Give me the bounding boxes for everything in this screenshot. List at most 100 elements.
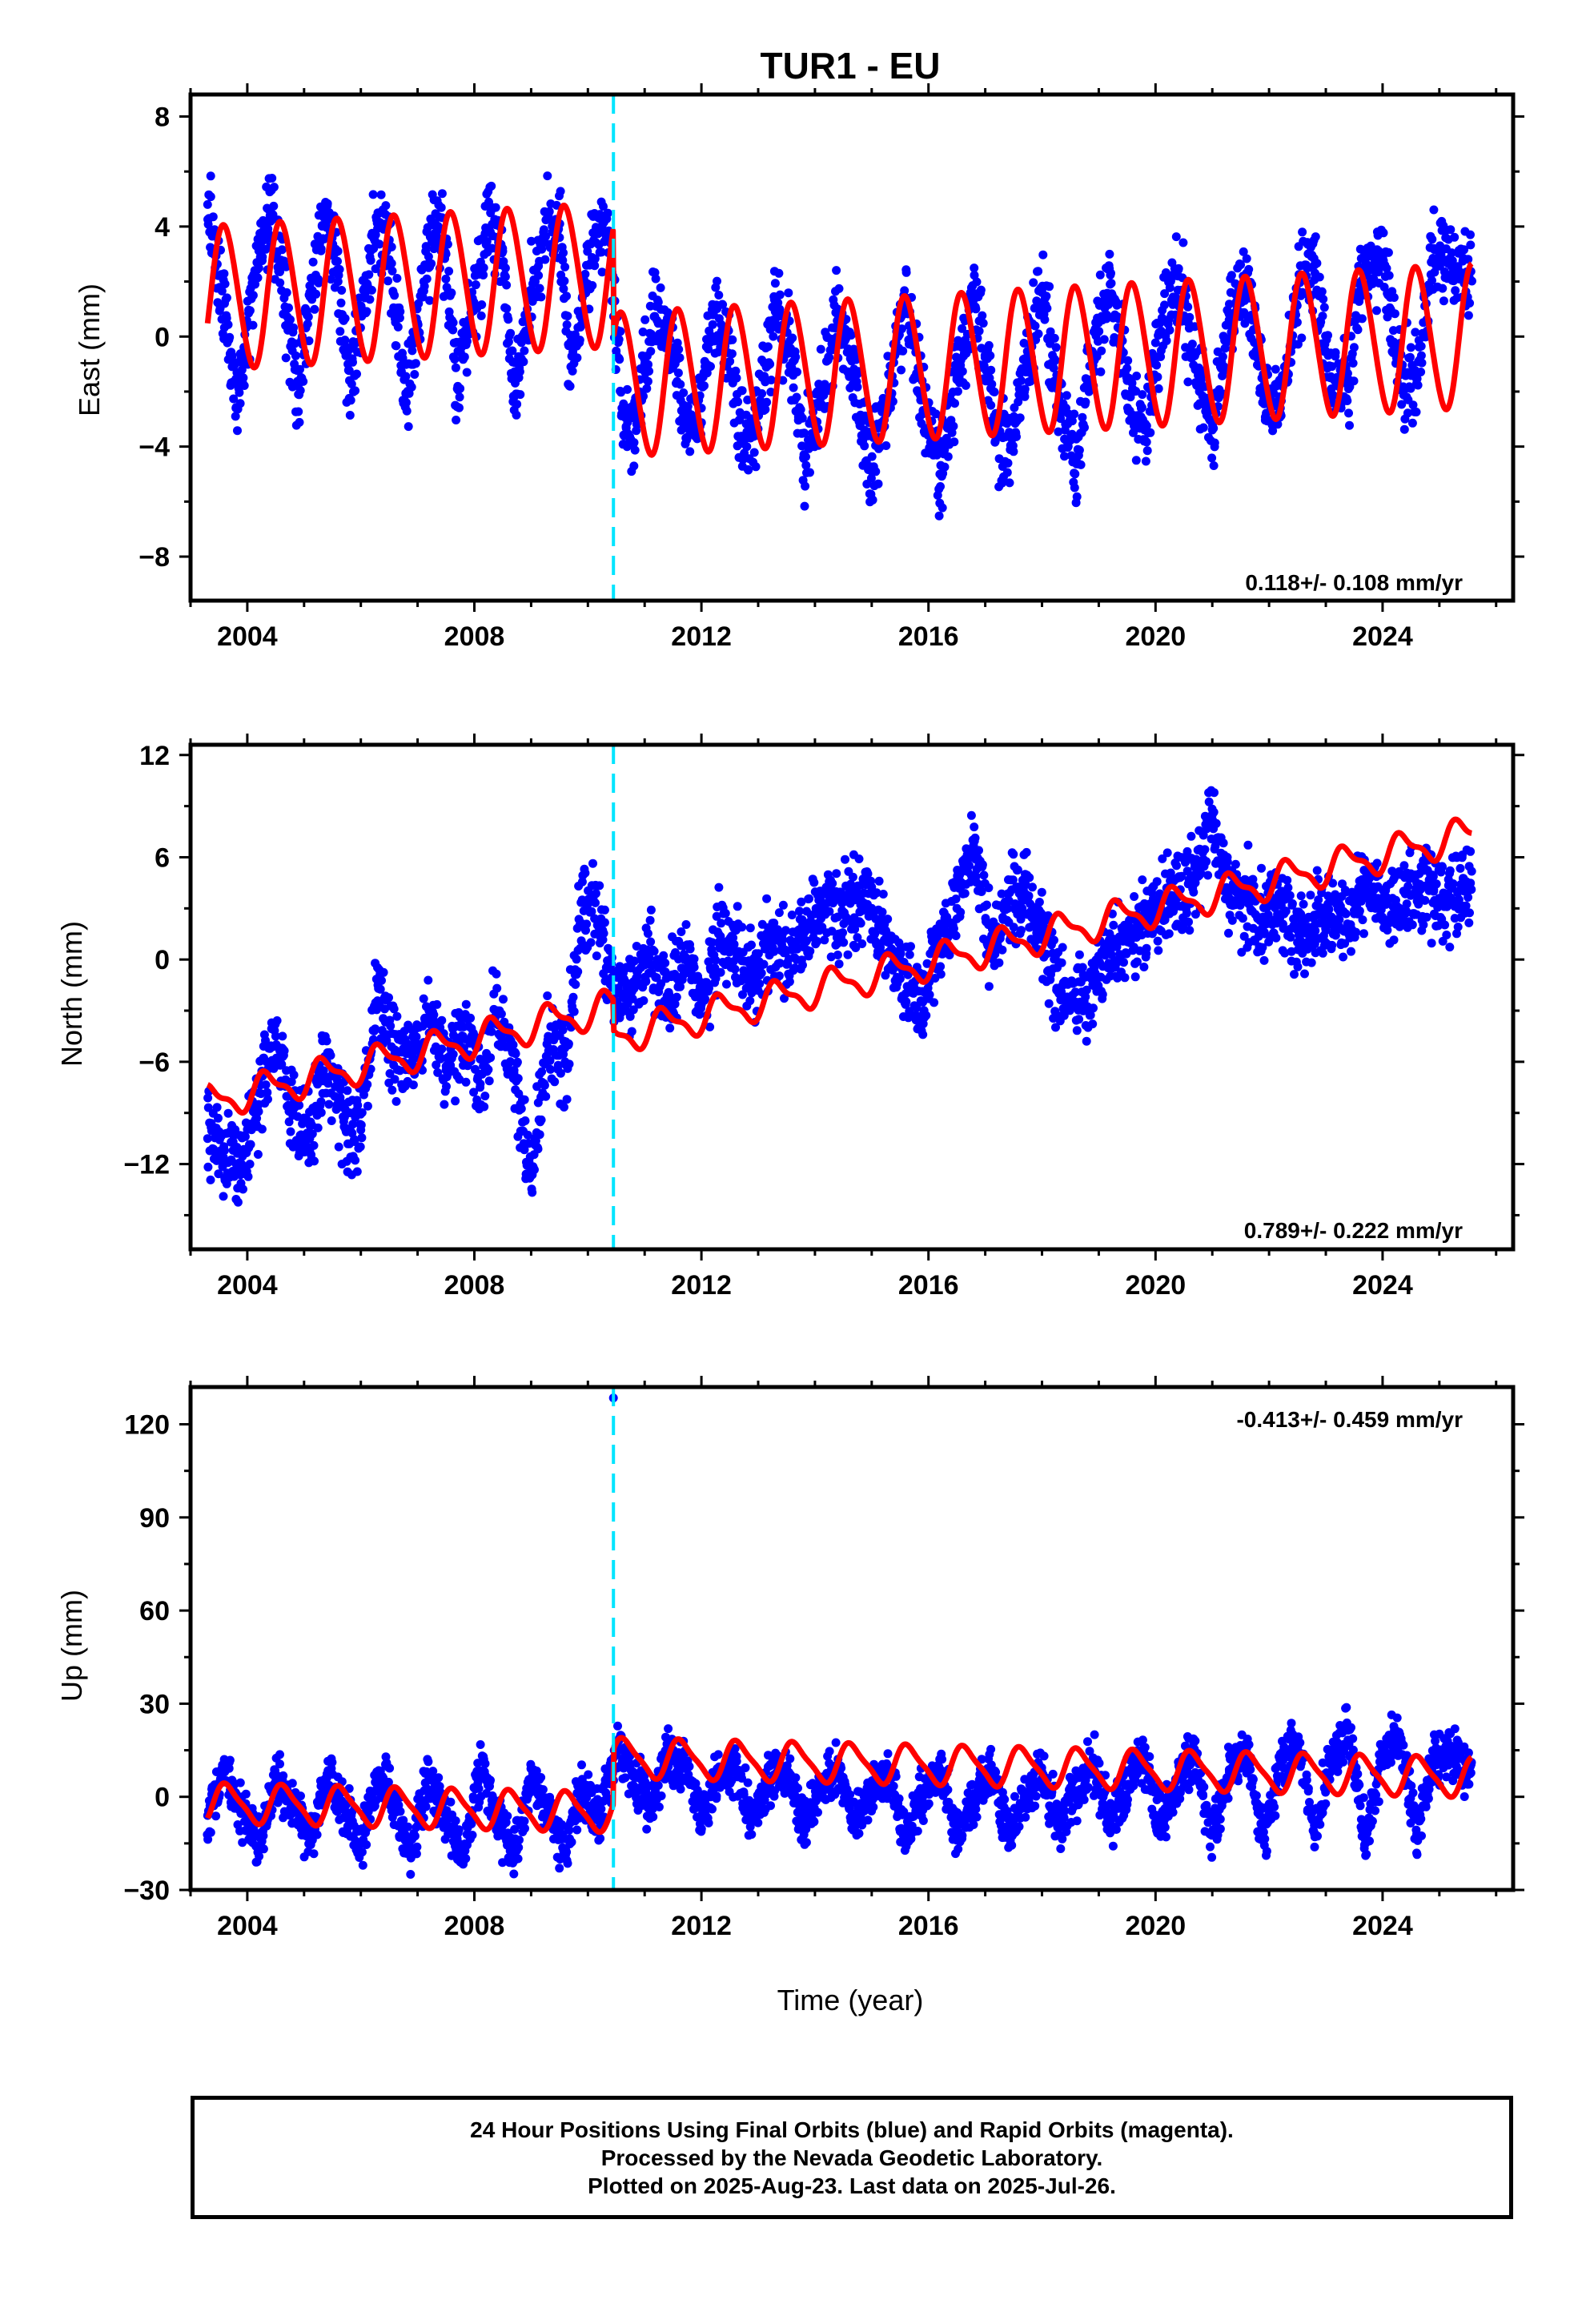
data-point bbox=[680, 423, 689, 432]
data-point bbox=[536, 292, 546, 302]
data-point bbox=[759, 959, 769, 969]
data-point bbox=[1219, 838, 1228, 848]
data-point bbox=[1378, 249, 1387, 259]
data-point bbox=[352, 369, 361, 379]
data-point bbox=[603, 208, 612, 218]
data-point bbox=[220, 279, 230, 288]
data-point bbox=[245, 306, 255, 316]
data-point bbox=[901, 997, 911, 1007]
data-point bbox=[1427, 235, 1437, 244]
data-point bbox=[1096, 367, 1106, 376]
data-point bbox=[419, 994, 428, 1003]
data-point bbox=[749, 448, 759, 457]
data-point bbox=[953, 387, 962, 396]
data-point bbox=[1034, 267, 1043, 276]
data-point bbox=[643, 929, 652, 939]
data-point bbox=[630, 956, 639, 966]
data-point bbox=[520, 1095, 529, 1104]
data-point bbox=[363, 1101, 372, 1111]
data-point bbox=[935, 469, 945, 479]
data-point bbox=[796, 404, 805, 414]
data-point bbox=[314, 278, 323, 287]
data-point bbox=[535, 283, 544, 293]
data-point bbox=[414, 299, 424, 308]
data-point bbox=[984, 883, 994, 893]
data-point bbox=[591, 898, 600, 907]
data-point bbox=[367, 285, 376, 295]
data-point bbox=[540, 1080, 549, 1090]
data-point bbox=[295, 364, 304, 374]
data-point bbox=[640, 360, 649, 369]
data-point bbox=[874, 876, 884, 886]
data-point bbox=[1070, 483, 1079, 493]
data-point bbox=[976, 285, 986, 295]
data-point bbox=[402, 406, 412, 416]
data-point bbox=[1028, 883, 1037, 892]
data-point bbox=[1029, 278, 1038, 287]
data-point bbox=[1412, 379, 1421, 388]
data-point bbox=[950, 437, 959, 447]
data-point bbox=[533, 1144, 543, 1154]
data-point bbox=[856, 919, 865, 928]
data-point bbox=[838, 928, 848, 938]
data-point bbox=[1257, 863, 1266, 873]
data-point bbox=[867, 467, 877, 476]
data-point bbox=[461, 1077, 471, 1087]
data-point bbox=[482, 237, 492, 246]
data-point bbox=[700, 381, 709, 391]
data-point bbox=[766, 376, 776, 384]
data-point bbox=[455, 392, 464, 402]
data-point bbox=[785, 977, 794, 987]
data-point bbox=[1082, 1036, 1091, 1046]
data-point bbox=[1243, 840, 1253, 850]
data-point bbox=[628, 439, 638, 448]
data-point bbox=[206, 192, 215, 202]
data-point bbox=[368, 190, 378, 199]
data-point bbox=[860, 441, 869, 451]
data-point bbox=[1080, 423, 1089, 432]
data-point bbox=[1187, 340, 1197, 349]
data-point bbox=[809, 878, 819, 887]
data-point bbox=[1152, 877, 1162, 887]
data-point bbox=[316, 244, 326, 254]
data-point bbox=[424, 975, 433, 985]
data-point bbox=[219, 1192, 228, 1201]
data-point bbox=[1119, 958, 1128, 967]
data-point bbox=[442, 1082, 451, 1092]
data-point bbox=[825, 352, 834, 362]
data-point bbox=[327, 1116, 336, 1125]
data-point bbox=[1209, 461, 1219, 470]
data-point bbox=[437, 189, 447, 199]
data-point bbox=[376, 190, 386, 199]
data-point bbox=[984, 982, 994, 991]
data-point bbox=[333, 277, 343, 287]
data-point bbox=[713, 276, 721, 286]
data-point bbox=[972, 277, 982, 287]
data-point bbox=[934, 511, 944, 521]
data-point bbox=[600, 905, 609, 915]
data-point bbox=[665, 1023, 675, 1033]
data-point bbox=[245, 1160, 255, 1169]
data-point bbox=[1344, 408, 1353, 418]
data-point bbox=[233, 1197, 243, 1207]
data-point bbox=[504, 315, 513, 324]
data-point bbox=[462, 336, 472, 346]
data-point bbox=[351, 386, 360, 396]
data-point bbox=[778, 376, 788, 385]
data-point bbox=[765, 360, 775, 369]
data-point bbox=[925, 990, 934, 999]
data-point bbox=[1097, 346, 1106, 356]
data-point bbox=[396, 307, 405, 316]
data-point bbox=[310, 1156, 319, 1166]
data-point bbox=[560, 262, 570, 271]
data-point bbox=[1003, 458, 1013, 468]
data-point bbox=[1017, 926, 1026, 935]
data-point bbox=[1120, 973, 1130, 983]
data-point bbox=[770, 307, 780, 316]
data-point bbox=[519, 357, 528, 367]
data-point bbox=[969, 293, 978, 303]
data-point bbox=[509, 392, 519, 402]
data-point bbox=[651, 274, 661, 283]
data-point bbox=[528, 1188, 537, 1197]
data-point bbox=[389, 1004, 399, 1014]
